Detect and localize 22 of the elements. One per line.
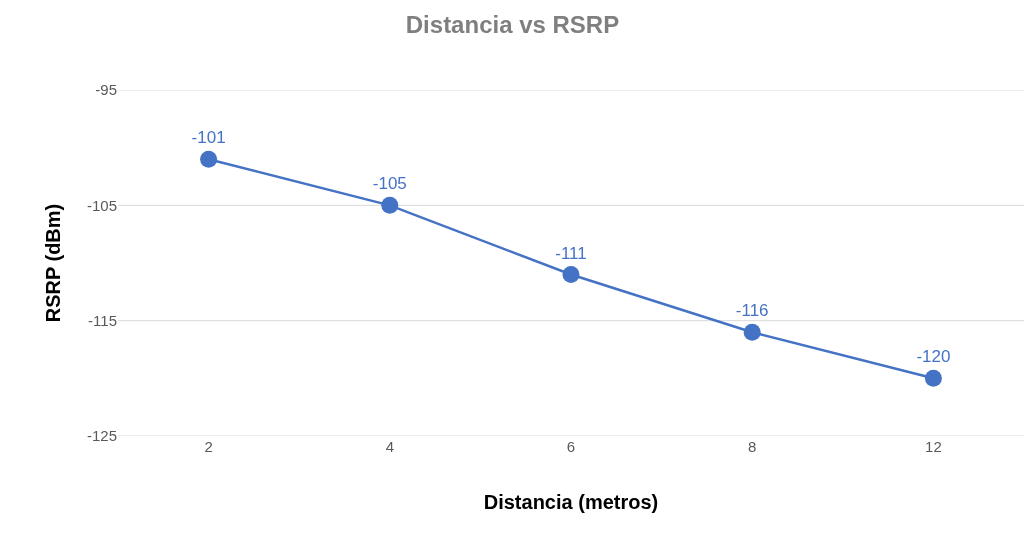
x-axis-title: Distancia (metros) bbox=[483, 490, 659, 513]
x-tick-label: 4 bbox=[385, 438, 394, 455]
data-label: -120 bbox=[916, 347, 951, 367]
y-axis-title: RSRP (dBm) bbox=[42, 203, 65, 323]
data-label: -105 bbox=[372, 174, 407, 194]
y-tick-label: -105 bbox=[86, 196, 117, 214]
x-tick-label: 8 bbox=[748, 438, 757, 455]
data-label: -101 bbox=[191, 128, 226, 148]
data-label: -116 bbox=[735, 301, 769, 321]
y-tick-label: -115 bbox=[88, 311, 117, 329]
chart-title: Distancia vs RSRP bbox=[405, 10, 620, 38]
x-tick-label: 12 bbox=[925, 438, 942, 455]
point bbox=[562, 266, 580, 284]
point bbox=[743, 323, 761, 341]
x-tick-label: 6 bbox=[566, 438, 576, 455]
y-tick-label: -125 bbox=[86, 427, 117, 445]
x-tick-label: 2 bbox=[204, 438, 213, 455]
data-label: -111 bbox=[555, 243, 587, 263]
y-tick-label: -95 bbox=[95, 81, 117, 99]
point bbox=[924, 369, 942, 387]
point bbox=[200, 150, 218, 168]
point bbox=[381, 196, 399, 214]
